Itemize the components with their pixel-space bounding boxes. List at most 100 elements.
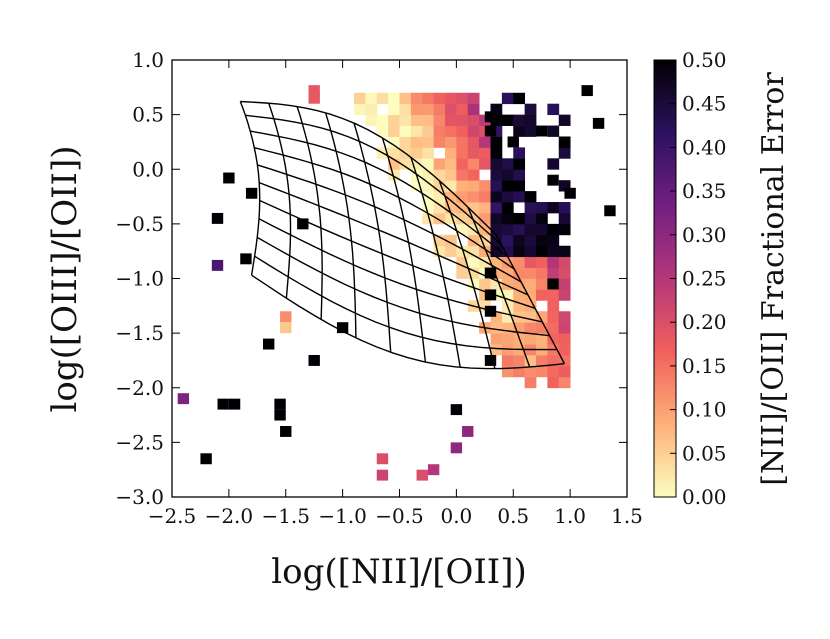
heatmap-cell (479, 136, 491, 148)
colorbar-tick-label: 0.15 (682, 354, 727, 378)
heatmap-cell (388, 125, 400, 137)
heatmap-cell (536, 245, 548, 258)
heatmap-cell (524, 267, 537, 279)
heatmap-cell (558, 344, 571, 356)
heatmap-cell (547, 158, 560, 170)
heatmap-cell (513, 289, 526, 301)
heatmap-cell (422, 147, 435, 159)
heatmap-cell (245, 187, 258, 199)
heatmap-cell (513, 365, 526, 378)
heatmap-cell (274, 398, 286, 410)
model-grid-line (256, 236, 550, 337)
heatmap-cell (479, 212, 491, 225)
heatmap-cell (388, 136, 400, 148)
heatmap-cell (376, 92, 389, 105)
heatmap-cell (479, 191, 491, 203)
heatmap-cell (433, 245, 446, 258)
heatmap-cell (536, 289, 548, 301)
heatmap-cell (558, 114, 571, 126)
heatmap-cell (513, 212, 526, 225)
heatmap-cell (467, 267, 480, 279)
heatmap-cell (422, 92, 435, 105)
heatmap-cell (467, 92, 480, 105)
heatmap-cell (490, 344, 503, 356)
heatmap-cell (536, 256, 548, 268)
heatmap-cell (536, 223, 548, 236)
heatmap-cell (490, 147, 503, 159)
heatmap-cell (524, 311, 537, 323)
heatmap-cell (445, 234, 457, 247)
colorbar: 0.50 0.45 0.40 0.35 0.30 0.25 0.20 0.15 0.10 0.05… (653, 48, 791, 509)
model-grid-line (240, 100, 497, 236)
heatmap-cell (513, 256, 526, 268)
heatmap-cell (462, 425, 474, 437)
heatmap-cell (524, 245, 537, 258)
heatmap-cell (456, 136, 469, 148)
heatmap-cell (365, 114, 378, 126)
heatmap-cell (513, 234, 526, 247)
heatmap-cell (410, 114, 423, 126)
heatmap-cell (177, 393, 190, 405)
heatmap-cell (592, 117, 605, 129)
heatmap-cell (558, 267, 571, 279)
heatmap-cell (376, 125, 389, 137)
colorbar-tick-label: 0.25 (682, 267, 727, 291)
heatmap-cell (433, 169, 446, 181)
heatmap-cell (547, 223, 560, 236)
model-grid-line (254, 255, 557, 351)
heatmap-cell (501, 180, 514, 192)
colorbar-tick-label: 0.45 (682, 92, 727, 116)
heatmap-cell (513, 158, 526, 170)
heatmap-cell (456, 223, 469, 236)
heatmap-cell (467, 136, 480, 148)
heatmap-cell (433, 234, 446, 247)
heatmap-cell (501, 114, 514, 126)
heatmap-cell (558, 202, 571, 214)
heatmap-cell (490, 136, 503, 148)
heatmap-cell (536, 354, 548, 367)
heatmap-cell (490, 212, 503, 225)
heatmap-cell (433, 158, 446, 170)
heatmap-cell (513, 125, 526, 137)
heatmap-cell (547, 365, 560, 378)
heatmap-cell (445, 191, 457, 203)
heatmap-cell (581, 85, 593, 97)
heatmap-cell (490, 267, 503, 279)
heatmap-cell (354, 103, 366, 116)
x-tick-label: −1.5 (261, 504, 310, 528)
y-axis-label: log([OIII]/[OII]) (45, 145, 85, 412)
heatmap-cell (484, 125, 497, 137)
heatmap-cell (427, 464, 440, 476)
heatmap-cell (445, 147, 457, 159)
x-tick-label: 0.5 (497, 504, 529, 528)
heatmap-cell (399, 136, 412, 148)
heatmap-cell (467, 169, 480, 181)
plot-area: −2.5 −2.0 −1.5 −1.0 −0.5 0.0 0.5 1.0 1.5 1.0 0.5 0… (115, 48, 642, 528)
heatmap-cell (536, 278, 548, 290)
heatmap-cell (513, 191, 526, 203)
heatmap-cell (547, 125, 560, 137)
heatmap-cell (399, 92, 412, 105)
y-tick-label: −0.5 (115, 212, 164, 236)
heatmap-cell (433, 92, 446, 105)
heatmap-cell (558, 322, 571, 334)
heatmap-cell (484, 267, 497, 279)
heatmap-cell (467, 125, 480, 137)
heatmap-cell (388, 158, 400, 170)
heatmap-cell (558, 212, 571, 225)
heatmap-cell (558, 376, 571, 389)
x-tick-label: −2.0 (205, 504, 254, 528)
x-axis-label: log([NII]/[OII]) (271, 552, 527, 592)
heatmap-cell (484, 289, 497, 301)
heatmap-cell (524, 191, 537, 203)
heatmap-cell (501, 278, 514, 290)
heatmap-cell (479, 234, 491, 247)
heatmap-cell (200, 453, 212, 465)
y-tick-label: 0.0 (132, 157, 164, 181)
heatmap-cell (456, 202, 469, 214)
model-grid-line (245, 114, 503, 246)
heatmap-cell (547, 202, 560, 214)
heatmap-cell (456, 103, 469, 116)
heatmap-cell (501, 169, 514, 181)
heatmap-cell (547, 267, 560, 279)
